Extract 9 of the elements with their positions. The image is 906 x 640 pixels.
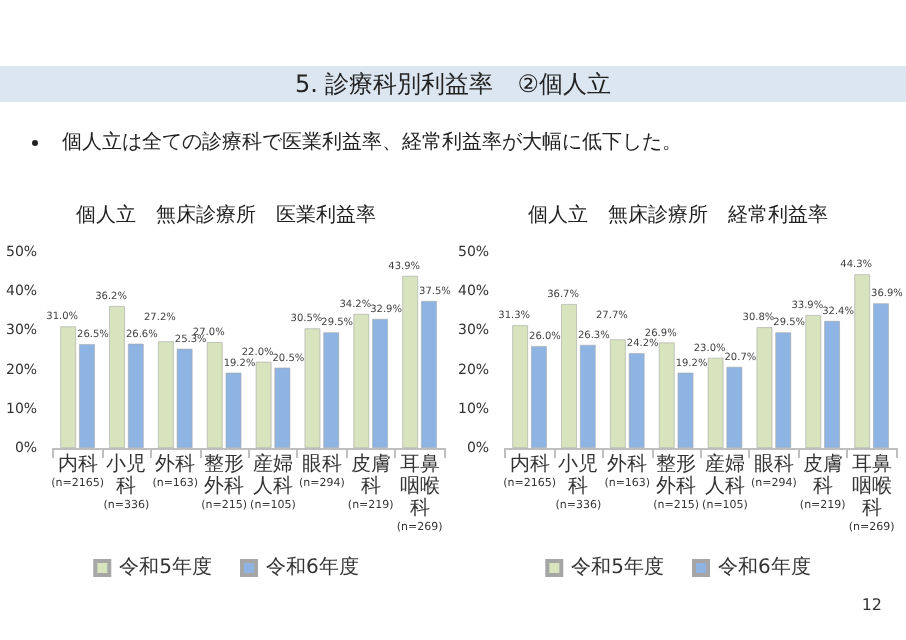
legend-label: 令和6年度 bbox=[266, 555, 359, 579]
legend-label: 令和5年度 bbox=[571, 555, 665, 579]
chart-title: 個人立 無床診療所 医業利益率 bbox=[76, 203, 376, 227]
text: 5. 診療科別利益率 ②個人立 bbox=[0, 66, 906, 102]
legend-label: 令和6年度 bbox=[718, 555, 811, 579]
text: 個人立は全ての診療科で医業利益率、経常利益率が大幅に低下した。 bbox=[60, 129, 682, 156]
legend-label: 令和5年度 bbox=[119, 555, 213, 579]
chart-title: 個人立 無床診療所 経常利益率 bbox=[528, 203, 828, 227]
text: 12 bbox=[861, 596, 882, 614]
